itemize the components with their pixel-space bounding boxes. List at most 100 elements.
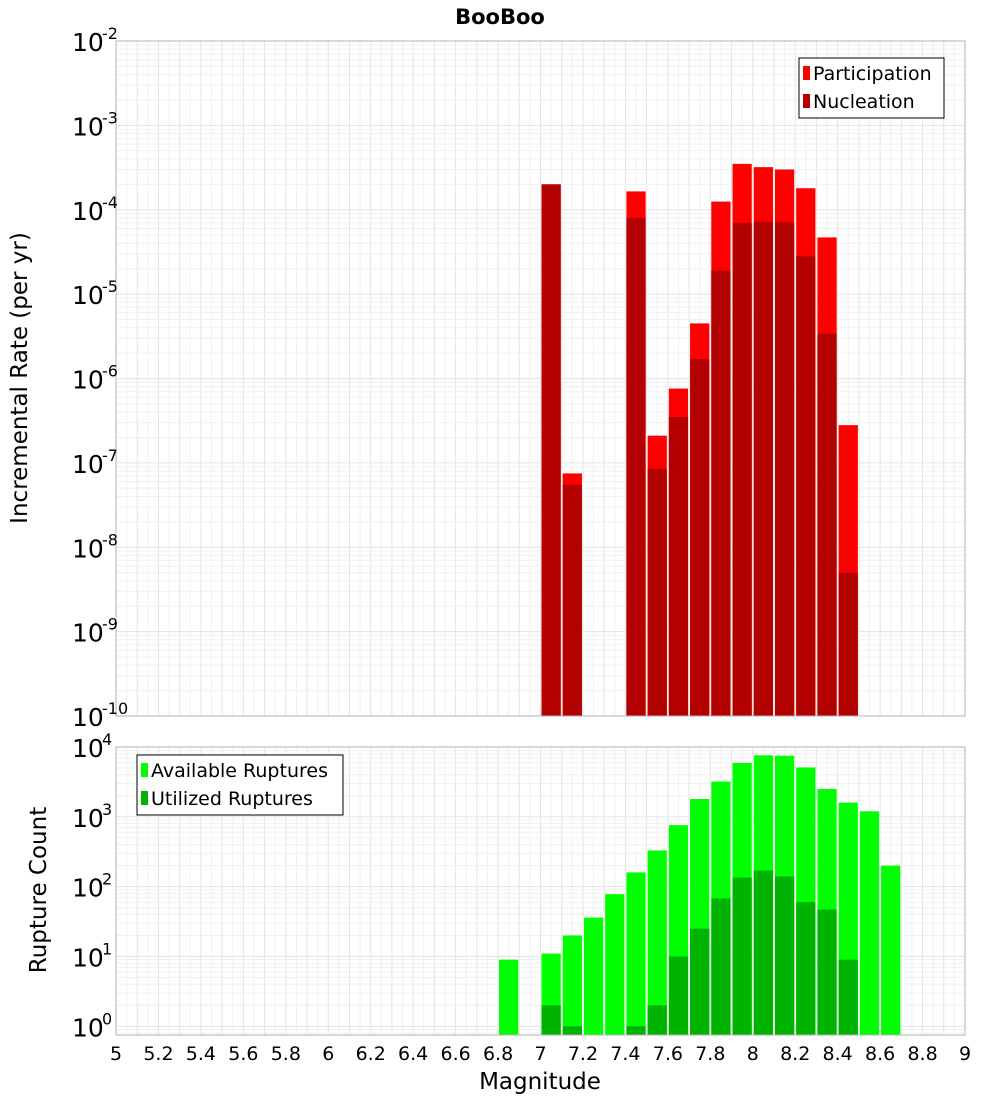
rate-y-tick-label: 10 (72, 619, 104, 648)
count-bar (881, 865, 901, 1035)
x-tick-label: 9 (959, 1043, 971, 1065)
rate-legend-label: Nucleation (813, 91, 915, 113)
rate-y-tick-label: 10 (72, 112, 104, 141)
rate-y-tick-exponent: -5 (102, 277, 118, 296)
count-y-tick-exponent: 0 (102, 1009, 112, 1028)
count-bar (499, 959, 519, 1035)
rate-bar (732, 222, 752, 716)
count-legend-label: Utilized Ruptures (151, 788, 313, 810)
rate-bar (626, 217, 646, 716)
rate-y-tick-label: 10 (72, 534, 104, 563)
x-tick-label: 8.4 (823, 1043, 853, 1065)
count-bar (796, 902, 816, 1035)
x-tick-label: 5.8 (271, 1043, 301, 1065)
rate-y-tick-exponent: -4 (102, 193, 118, 212)
rate-chart: 10-1010-910-810-710-610-510-410-310-2Par… (72, 24, 966, 732)
rate-bar (753, 221, 773, 716)
count-bar (817, 909, 837, 1035)
rate-y-tick-exponent: -10 (102, 699, 128, 718)
rate-bar (668, 416, 689, 716)
x-tick-label: 5.4 (186, 1043, 216, 1065)
rate-y-tick-exponent: -9 (102, 615, 118, 634)
rate-bar (541, 184, 561, 717)
count-bar (668, 956, 689, 1035)
count-y-tick-label: 10 (72, 943, 104, 972)
count-bar (838, 959, 858, 1035)
rate-plot-frame (115, 40, 966, 717)
count-bar (774, 876, 795, 1035)
rate-y-tick-exponent: -7 (102, 446, 118, 465)
x-tick-label: 6.8 (483, 1043, 513, 1065)
count-legend-swatch (141, 791, 148, 805)
rate-y-tick-exponent: -8 (102, 530, 118, 549)
count-legend-swatch (141, 763, 148, 777)
count-legend-label: Available Ruptures (151, 760, 328, 782)
rate-y-tick-label: 10 (72, 197, 104, 226)
x-ticks: 5 5.2 5.4 5.6 5.8 6 6.2 6.4 6.6 6.8 7 7.2 7.4 7.6 7.8 8… (110, 1043, 971, 1065)
rate-y-tick-label: 10 (72, 366, 104, 395)
count-series-1 (541, 870, 858, 1035)
x-tick-label: 5.2 (143, 1043, 173, 1065)
x-tick-label: 6 (322, 1043, 334, 1065)
x-tick-label: 7.4 (610, 1043, 640, 1065)
x-tick-label: 6.6 (440, 1043, 470, 1065)
count-y-tick-label: 10 (72, 1013, 104, 1042)
x-tick-label: 6.2 (356, 1043, 386, 1065)
count-bar (647, 850, 667, 1035)
rate-y-tick-label: 10 (72, 281, 104, 310)
count-bar (647, 1005, 667, 1035)
rate-bar (774, 222, 795, 716)
x-tick-label: 8.6 (865, 1043, 895, 1065)
count-bar (690, 928, 710, 1035)
count-bar (753, 870, 773, 1035)
rate-bar (711, 270, 731, 716)
rate-y-tick-exponent: -6 (102, 362, 118, 381)
count-bar (732, 877, 752, 1035)
count-bar (562, 1026, 582, 1035)
x-axis-label: Magnitude (479, 1069, 601, 1095)
count-y-tick-label: 10 (72, 734, 104, 763)
x-tick-label: 5 (110, 1043, 122, 1065)
count-bar (583, 917, 604, 1035)
rate-bar (562, 484, 582, 716)
rate-legend-swatch (803, 66, 810, 80)
rate-y-axis-label: Incremental Rate (per yr) (7, 232, 33, 524)
x-tick-label: 8.8 (907, 1043, 937, 1065)
count-bar (626, 1026, 646, 1035)
count-plot-frame (115, 746, 966, 1036)
rate-bar (690, 359, 710, 716)
count-bar (626, 872, 646, 1035)
x-tick-label: 6.4 (398, 1043, 428, 1065)
count-y-tick-label: 10 (72, 804, 104, 833)
rate-legend: Participation Nucleation (798, 57, 945, 119)
count-y-tick-exponent: 3 (102, 800, 112, 819)
rate-series-1 (541, 184, 858, 717)
rate-legend-box (798, 57, 945, 119)
x-tick-label: 7 (534, 1043, 546, 1065)
count-legend-box (136, 754, 344, 816)
rate-bar (796, 256, 816, 716)
chart-title: BooBoo (455, 5, 545, 29)
rate-grid (115, 40, 966, 717)
rate-y-tick-exponent: -2 (102, 24, 118, 43)
rate-bar (817, 333, 837, 716)
rate-y-tick-exponent: -3 (102, 108, 118, 127)
rate-legend-swatch (803, 94, 810, 108)
count-y-tick-exponent: 4 (102, 730, 112, 749)
rate-bar (838, 572, 858, 716)
count-y-tick-exponent: 1 (102, 939, 112, 958)
count-y-tick-exponent: 2 (102, 870, 112, 889)
count-bar (711, 898, 731, 1035)
count-y-tick-label: 10 (72, 874, 104, 903)
x-tick-label: 8 (747, 1043, 759, 1065)
count-bar (859, 811, 880, 1035)
rate-legend-label: Participation (813, 63, 932, 85)
rate-y-tick-label: 10 (72, 450, 104, 479)
count-bar (605, 894, 625, 1035)
count-legend: Available Ruptures Utilized Ruptures (136, 754, 344, 816)
count-bar (562, 935, 582, 1035)
x-tick-label: 8.2 (780, 1043, 810, 1065)
